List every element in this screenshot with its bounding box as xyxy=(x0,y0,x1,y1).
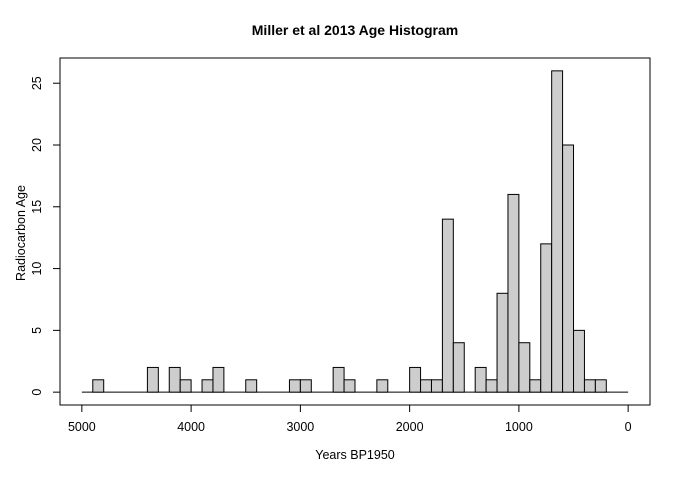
histogram-bar xyxy=(92,379,105,393)
histogram-bar xyxy=(299,379,312,393)
histogram-bar xyxy=(179,379,192,393)
histogram-bar xyxy=(529,379,542,393)
histogram-bar xyxy=(332,366,345,393)
histogram-bar xyxy=(452,342,465,393)
x-axis-tick-label: 0 xyxy=(625,420,632,434)
y-axis-tick-label: 5 xyxy=(30,327,44,334)
histogram-bar xyxy=(441,218,454,393)
histogram-bar xyxy=(212,366,225,393)
histogram-bar xyxy=(245,379,258,393)
histogram-bar xyxy=(540,243,553,393)
x-axis-tick-label: 4000 xyxy=(177,420,205,434)
y-axis-tick-label: 0 xyxy=(30,389,44,396)
histogram-bar xyxy=(562,144,575,393)
histogram-bar xyxy=(168,366,181,393)
y-axis-tick-label: 15 xyxy=(30,200,44,214)
histogram-bar xyxy=(496,292,509,393)
chart-title: Miller et al 2013 Age Histogram xyxy=(251,22,459,38)
histogram-bar xyxy=(474,366,487,393)
histogram-bar xyxy=(343,379,356,393)
x-axis-title: Years BP1950 xyxy=(315,448,395,462)
histogram-bar xyxy=(573,329,585,393)
plot-box xyxy=(59,57,651,406)
histogram-bar xyxy=(518,342,531,393)
y-axis-tick-label: 10 xyxy=(30,262,44,276)
histogram-bar xyxy=(409,366,422,393)
x-axis-tick-label: 5000 xyxy=(68,420,96,434)
histogram-bar xyxy=(551,70,564,393)
histogram-bar xyxy=(594,379,607,393)
histogram-bar xyxy=(376,379,389,393)
histogram-bar xyxy=(583,379,596,393)
histogram-bar xyxy=(288,379,301,393)
y-axis-tick-label: 20 xyxy=(30,138,44,152)
y-axis-tick-label: 25 xyxy=(30,76,44,90)
x-axis-tick-label: 2000 xyxy=(396,420,424,434)
histogram-bar xyxy=(485,379,498,393)
histogram-bar xyxy=(507,193,520,393)
histogram-bar xyxy=(420,379,432,393)
histogram-bar xyxy=(201,379,214,393)
x-axis-tick-label: 1000 xyxy=(505,420,533,434)
histogram-bar xyxy=(430,379,443,393)
x-axis-tick-label: 3000 xyxy=(286,420,314,434)
histogram-bar xyxy=(146,366,159,393)
